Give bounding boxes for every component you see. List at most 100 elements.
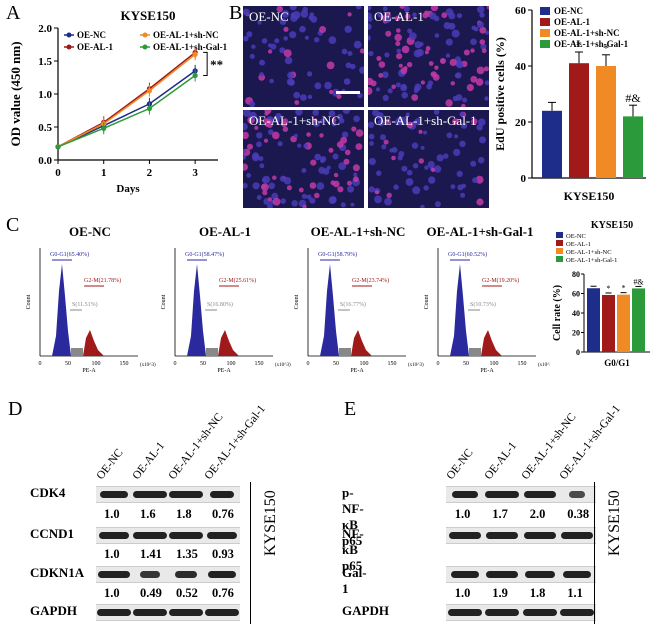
legend-label: OE-AL-1+sh-Gal-1 — [153, 42, 228, 52]
cell-nucleus — [394, 33, 402, 42]
s-phase-region — [206, 348, 218, 356]
cell-nucleus — [479, 12, 485, 18]
cell-nucleus — [280, 198, 286, 204]
y-tick-label: 20 — [515, 117, 527, 129]
edu-image-sh-gal-1: OE-AL-1+sh-Gal-1 — [368, 110, 489, 208]
significance-bracket — [203, 51, 208, 77]
cell-nucleus — [261, 178, 266, 183]
cell-nucleus — [396, 53, 403, 60]
cell-nucleus — [426, 83, 432, 90]
protein-band — [450, 571, 479, 578]
cell-nucleus — [395, 41, 401, 47]
protein-band — [447, 609, 482, 616]
cell-nucleus — [299, 25, 306, 33]
g0g1-gate-label: G0-G1(65.40%) — [50, 251, 89, 258]
edu-image-label: OE-AL-1+sh-Gal-1 — [374, 113, 477, 128]
data-point — [146, 88, 153, 94]
cell-nucleus — [380, 15, 386, 21]
cell-nucleus — [256, 141, 262, 148]
cell-nucleus — [398, 63, 403, 68]
bar — [623, 116, 643, 178]
cell-nucleus — [385, 118, 391, 125]
cell-nucleus — [375, 87, 381, 92]
x-scale-label: (x10^3) — [275, 363, 291, 368]
protein-band — [169, 491, 203, 498]
cell-nucleus — [434, 201, 441, 208]
cell-nucleus — [470, 75, 478, 83]
protein-band — [563, 571, 592, 578]
cell-nucleus — [286, 185, 292, 191]
edu-image-sh-nc: OE-AL-1+sh-NC — [243, 110, 364, 208]
bar — [542, 110, 562, 178]
g2m-gate-label: G2-M(23.74%) — [352, 277, 389, 284]
blot-row-label: GAPDH — [342, 603, 389, 618]
cell-nucleus — [462, 97, 468, 103]
band-quantification: 1.9 — [492, 586, 508, 600]
cell-nucleus — [414, 118, 422, 126]
edu-image-oe-al-1: OE-AL-1 — [368, 6, 489, 107]
cell-nucleus — [249, 53, 255, 59]
s-gate-label: S(16.77%) — [340, 301, 366, 308]
cell-nucleus — [314, 82, 322, 90]
cell-nucleus — [324, 81, 332, 90]
cell-nucleus — [313, 118, 318, 123]
g0g1-gate-label: G0-G1(60.52%) — [448, 251, 487, 258]
cell-nucleus — [251, 44, 256, 49]
cell-nucleus — [414, 86, 420, 92]
y-tick-label: 0 — [576, 348, 580, 357]
cell-nucleus — [290, 12, 296, 18]
cell-nucleus — [384, 197, 392, 206]
cell-nucleus — [249, 101, 256, 107]
edu-bar-chart: 0 20 40 60 EdU positive cells (%) KYSE150 OE-N… — [493, 5, 646, 203]
bar — [587, 288, 600, 352]
legend-label: OE-NC — [77, 30, 106, 40]
cell-nucleus — [295, 110, 303, 116]
y-tick-label: 1.5 — [38, 56, 52, 68]
cell-nucleus — [383, 139, 389, 145]
cell-nucleus — [326, 61, 335, 70]
blot-row-label: GAPDH — [30, 603, 77, 618]
x-scale-label: (x10^3) — [538, 363, 550, 368]
cell-nucleus — [479, 26, 487, 34]
cell-nucleus — [396, 48, 402, 54]
cell-nucleus — [433, 165, 442, 173]
cell-nucleus — [391, 147, 398, 153]
cell-nucleus — [243, 182, 248, 189]
cell-nucleus — [471, 25, 477, 31]
x-tick-label: 100 — [360, 361, 369, 367]
y-tick-label: 60 — [515, 5, 527, 17]
protein-band — [486, 532, 519, 539]
x-tick-label: 50 — [200, 361, 206, 367]
cell-nucleus — [302, 6, 308, 13]
cell-nucleus — [274, 38, 280, 44]
cell-nucleus — [267, 203, 273, 208]
cell-nucleus — [378, 73, 384, 78]
y-tick-label: 1.0 — [38, 89, 52, 101]
cell-nucleus — [456, 13, 463, 19]
cell-nucleus — [445, 38, 453, 46]
blot-strip — [446, 527, 596, 544]
y-axis-label: OD value (450 nm) — [8, 41, 23, 146]
cell-nucleus — [451, 29, 460, 38]
g2m-gate-label: G2-M(25.61%) — [219, 277, 256, 284]
cell-nucleus — [440, 58, 446, 64]
g0g1-peak — [450, 264, 469, 356]
cell-nucleus — [481, 48, 487, 54]
cell-nucleus — [309, 12, 315, 17]
cell-nucleus — [268, 182, 275, 190]
data-point — [101, 125, 107, 131]
cell-nucleus — [259, 163, 265, 169]
cell-nucleus — [486, 6, 489, 10]
cell-nucleus — [434, 65, 439, 70]
x-tick-label: 50 — [333, 361, 339, 367]
x-tick-label: 100 — [227, 361, 236, 367]
cell-nucleus — [445, 53, 451, 58]
blot-strip — [446, 486, 596, 503]
cell-nucleus — [454, 73, 460, 79]
chart-title: KYSE150 — [591, 220, 633, 231]
cell-nucleus — [484, 80, 489, 86]
cell-nucleus — [411, 94, 419, 101]
cell-nucleus — [247, 143, 253, 150]
x-tick-label: 3 — [192, 167, 198, 179]
cell-nucleus — [337, 186, 344, 193]
